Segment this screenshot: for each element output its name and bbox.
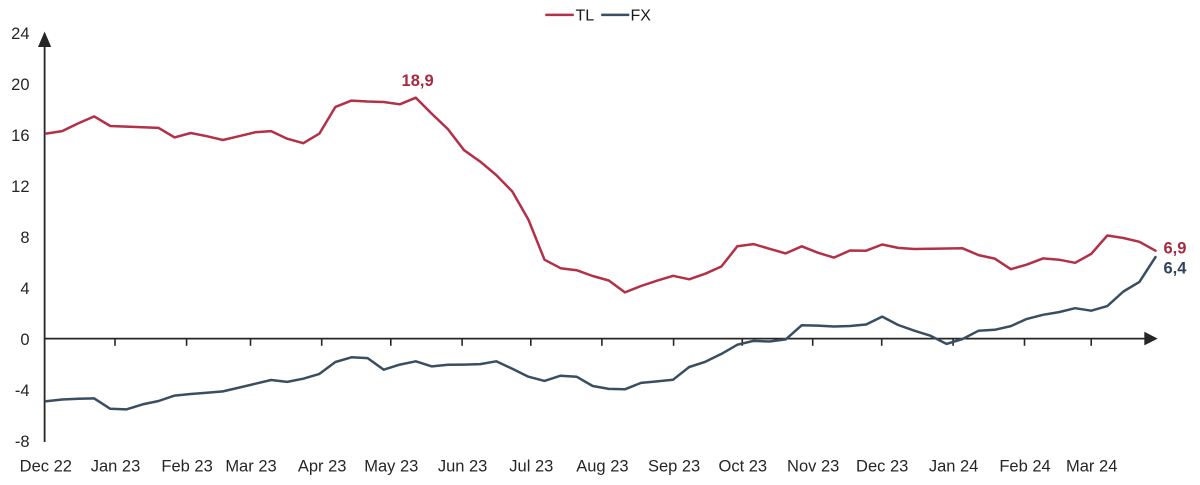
svg-text:Feb 23: Feb 23 — [161, 458, 212, 476]
svg-text:-4: -4 — [15, 382, 30, 400]
svg-text:6,9: 6,9 — [1164, 240, 1187, 258]
svg-text:8: 8 — [20, 229, 29, 247]
svg-text:Dec 22: Dec 22 — [20, 458, 72, 476]
svg-text:Jul 23: Jul 23 — [509, 458, 553, 476]
svg-text:0: 0 — [20, 331, 29, 349]
svg-text:Aug 23: Aug 23 — [576, 458, 628, 476]
svg-text:Dec 23: Dec 23 — [856, 458, 908, 476]
svg-text:Oct 23: Oct 23 — [718, 458, 767, 476]
svg-text:Jun 23: Jun 23 — [438, 458, 488, 476]
svg-text:24: 24 — [11, 25, 29, 43]
svg-text:16: 16 — [11, 127, 29, 145]
svg-text:12: 12 — [11, 178, 29, 196]
svg-text:18,9: 18,9 — [402, 72, 434, 90]
svg-text:Feb 24: Feb 24 — [999, 458, 1050, 476]
svg-text:Apr 23: Apr 23 — [298, 458, 347, 476]
svg-text:Mar 24: Mar 24 — [1066, 458, 1117, 476]
svg-text:6,4: 6,4 — [1164, 260, 1188, 278]
svg-text:-8: -8 — [15, 433, 30, 451]
svg-text:Mar 23: Mar 23 — [225, 458, 276, 476]
svg-text:TL: TL — [576, 8, 595, 25]
svg-text:May 23: May 23 — [364, 458, 418, 476]
svg-text:Sep 23: Sep 23 — [648, 458, 700, 476]
svg-text:20: 20 — [11, 76, 29, 94]
svg-text:Jan 24: Jan 24 — [929, 458, 979, 476]
svg-text:4: 4 — [20, 280, 29, 298]
svg-text:FX: FX — [631, 8, 652, 25]
svg-text:Jan 23: Jan 23 — [91, 458, 141, 476]
svg-text:Nov 23: Nov 23 — [787, 458, 839, 476]
